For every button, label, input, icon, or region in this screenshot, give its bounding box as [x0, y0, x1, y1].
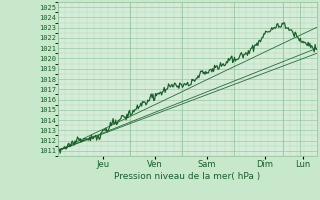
- X-axis label: Pression niveau de la mer( hPa ): Pression niveau de la mer( hPa ): [114, 172, 260, 181]
